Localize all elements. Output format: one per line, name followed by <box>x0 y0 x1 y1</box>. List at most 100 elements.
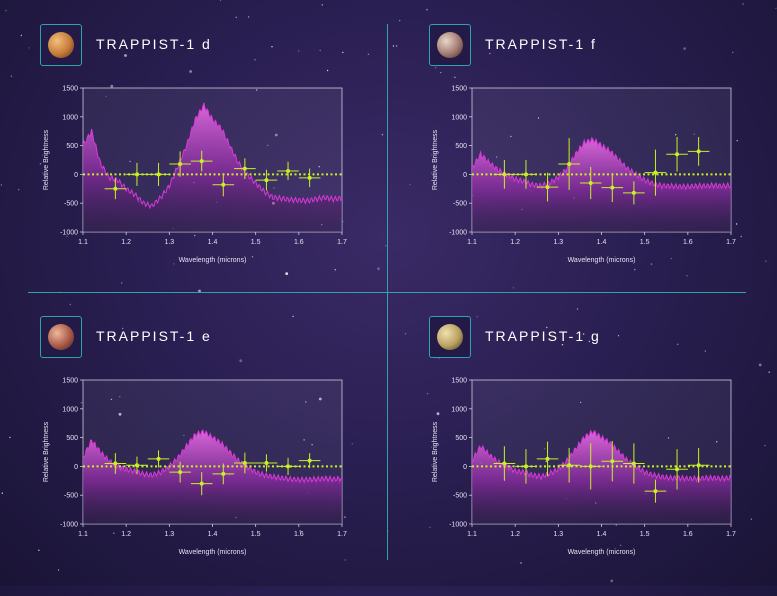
star <box>1 492 3 494</box>
x-tick-label: 1.4 <box>208 531 218 538</box>
y-tick-label: -500 <box>64 201 78 208</box>
data-point <box>558 447 580 483</box>
data-point <box>147 162 170 186</box>
star <box>512 287 515 289</box>
data-marker <box>264 460 269 465</box>
star <box>429 526 431 529</box>
star <box>321 4 323 6</box>
model-spectrum-line <box>471 136 732 191</box>
star <box>561 344 564 346</box>
star <box>20 34 23 37</box>
star <box>334 269 336 271</box>
data-point <box>255 169 278 191</box>
star <box>129 160 131 163</box>
data-point <box>536 172 559 202</box>
star <box>546 326 548 329</box>
y-tick-label: 0 <box>463 464 467 471</box>
data-point <box>147 450 170 468</box>
x-tick-label: 1.3 <box>553 239 563 246</box>
star <box>440 71 442 74</box>
star <box>256 89 258 91</box>
y-tick-label: 0 <box>74 464 78 471</box>
spectrum-plot: 1.1 1.2 1.3 1.4 1.5 1.6 1.7 1500 1000 500 0 -500 -10… <box>432 378 736 557</box>
data-point <box>190 150 213 172</box>
data-marker <box>113 461 118 466</box>
data-point <box>493 446 516 481</box>
panel-title: TRAPPIST-1 g <box>485 328 601 344</box>
x-tick-label: 1.7 <box>337 239 347 246</box>
star <box>319 49 321 52</box>
x-tick-label: 1.4 <box>597 531 607 538</box>
data-marker <box>653 489 658 494</box>
star <box>194 234 196 237</box>
x-tick-label: 1.1 <box>78 239 88 246</box>
y-axis-label: Relative Brightness <box>43 129 50 190</box>
star <box>299 530 301 532</box>
star <box>344 516 346 518</box>
star <box>436 412 440 416</box>
star <box>768 371 770 373</box>
y-tick-label: 1500 <box>451 378 467 385</box>
star <box>219 0 222 1</box>
data-marker <box>502 172 507 177</box>
y-tick-label: 1000 <box>62 406 78 413</box>
planet-thumbnail <box>429 316 471 358</box>
y-tick-label: -1000 <box>60 522 78 529</box>
data-point <box>190 472 213 496</box>
data-marker <box>631 461 636 466</box>
star <box>677 343 679 345</box>
star <box>344 559 346 561</box>
planet-f-icon <box>437 32 463 58</box>
data-marker <box>286 168 291 173</box>
star <box>489 52 491 55</box>
y-tick-label: -500 <box>453 201 467 208</box>
data-point <box>277 457 299 476</box>
data-marker <box>156 172 161 177</box>
data-marker <box>567 162 572 167</box>
star <box>183 434 185 437</box>
star <box>285 272 289 275</box>
data-marker <box>199 481 204 486</box>
horizontal-divider <box>28 292 746 293</box>
data-point <box>687 136 710 166</box>
star <box>619 544 622 546</box>
panel-trappist-1e: TRAPPIST-1 e 1.1 1.2 1.3 1.4 1.5 1.6 1.7 1500 10… <box>30 316 410 596</box>
star <box>399 19 401 22</box>
data-marker <box>242 166 247 171</box>
data-point <box>255 454 278 472</box>
model-spectrum-line <box>82 429 343 484</box>
y-tick-label: 0 <box>74 172 78 179</box>
data-point <box>687 447 710 483</box>
star <box>617 335 620 337</box>
data-marker <box>567 463 572 468</box>
star <box>113 532 115 534</box>
spectrum-plot: 1.1 1.2 1.3 1.4 1.5 1.6 1.7 1500 1000 500 0 -500 -10… <box>43 86 347 265</box>
data-marker <box>502 461 507 466</box>
star <box>588 340 591 343</box>
data-marker <box>523 464 528 469</box>
x-axis-label: Wavelength (microns) <box>568 549 636 556</box>
planet-thumbnail <box>40 316 82 358</box>
data-marker <box>199 159 204 164</box>
y-axis-label: Relative Brightness <box>432 421 439 482</box>
star <box>326 69 329 72</box>
star <box>454 76 456 79</box>
star <box>543 448 546 450</box>
star <box>435 67 437 69</box>
data-marker <box>653 170 658 175</box>
star <box>297 50 300 52</box>
model-spectrum-area <box>472 137 731 232</box>
y-axis-label: Relative Brightness <box>43 421 50 482</box>
panel-title: TRAPPIST-1 e <box>96 328 212 344</box>
star <box>404 333 407 335</box>
data-point <box>558 138 580 190</box>
planet-d-icon <box>48 32 74 58</box>
data-marker <box>696 149 701 154</box>
star <box>351 443 353 445</box>
star <box>385 245 387 247</box>
data-marker <box>610 459 615 464</box>
star <box>271 46 273 48</box>
star <box>732 51 734 54</box>
data-marker <box>696 463 701 468</box>
x-axis-label: Wavelength (microns) <box>179 257 247 264</box>
